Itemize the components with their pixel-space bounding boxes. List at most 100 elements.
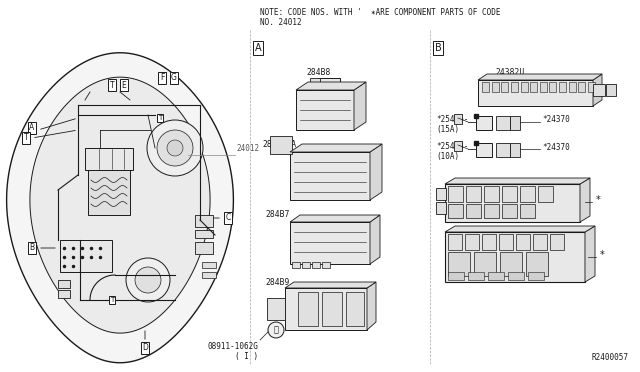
Bar xyxy=(285,288,367,330)
Bar xyxy=(496,143,510,157)
Bar xyxy=(528,272,544,280)
Circle shape xyxy=(126,258,170,302)
Bar xyxy=(533,234,547,250)
Text: A: A xyxy=(255,43,261,53)
Text: F: F xyxy=(160,74,164,83)
Bar xyxy=(484,186,499,202)
Bar xyxy=(520,204,535,218)
Bar xyxy=(606,84,616,96)
Bar xyxy=(346,292,364,326)
Bar xyxy=(202,272,216,278)
Bar xyxy=(445,232,585,282)
Text: NO. 24012: NO. 24012 xyxy=(260,18,301,27)
Text: B: B xyxy=(29,244,35,253)
Bar xyxy=(448,186,463,202)
Circle shape xyxy=(167,140,183,156)
Text: *25464-
(10A): *25464- (10A) xyxy=(436,142,468,161)
Polygon shape xyxy=(367,282,376,330)
Bar xyxy=(474,252,496,276)
Text: 284B9: 284B9 xyxy=(265,278,289,287)
Bar xyxy=(476,143,492,157)
Bar xyxy=(195,215,213,227)
Polygon shape xyxy=(290,144,382,152)
Polygon shape xyxy=(593,74,602,106)
Polygon shape xyxy=(585,226,595,282)
Bar xyxy=(508,272,524,280)
Bar xyxy=(501,82,508,92)
Bar xyxy=(510,143,520,157)
Bar xyxy=(550,82,556,92)
Polygon shape xyxy=(580,178,590,222)
Bar xyxy=(448,272,464,280)
Bar xyxy=(296,90,354,130)
Bar xyxy=(202,262,216,268)
Bar xyxy=(502,186,517,202)
Circle shape xyxy=(157,130,193,166)
Bar xyxy=(550,234,564,250)
Bar xyxy=(492,82,499,92)
Bar xyxy=(569,82,576,92)
Bar xyxy=(85,148,133,170)
Text: *: * xyxy=(600,250,605,260)
Bar xyxy=(318,78,340,96)
Text: 24012: 24012 xyxy=(236,144,259,153)
Bar xyxy=(559,82,566,92)
Circle shape xyxy=(268,322,284,338)
Bar xyxy=(500,252,522,276)
Polygon shape xyxy=(370,215,380,264)
Bar xyxy=(267,298,285,320)
Bar xyxy=(530,82,537,92)
Bar xyxy=(312,262,320,268)
Text: Ⓝ: Ⓝ xyxy=(273,326,278,334)
Bar xyxy=(526,252,548,276)
Polygon shape xyxy=(30,77,210,333)
Bar xyxy=(588,82,595,92)
Bar xyxy=(436,202,446,214)
Bar xyxy=(298,292,318,326)
Bar xyxy=(465,234,479,250)
Polygon shape xyxy=(285,282,376,288)
Bar xyxy=(466,186,481,202)
Text: T: T xyxy=(110,297,114,303)
Bar xyxy=(482,82,489,92)
Bar xyxy=(445,184,580,222)
Bar xyxy=(516,234,530,250)
Bar xyxy=(511,82,518,92)
Text: 284B7: 284B7 xyxy=(265,210,289,219)
Text: A: A xyxy=(29,124,35,132)
Bar xyxy=(499,234,513,250)
Text: R2400057: R2400057 xyxy=(591,353,628,362)
Bar xyxy=(322,262,330,268)
Bar xyxy=(270,136,292,154)
Text: 284B8: 284B8 xyxy=(306,68,330,77)
Bar xyxy=(538,186,553,202)
Polygon shape xyxy=(290,215,380,222)
Bar xyxy=(310,78,320,90)
Bar xyxy=(478,80,593,106)
Bar xyxy=(448,204,463,218)
Bar xyxy=(510,116,520,130)
Polygon shape xyxy=(296,82,366,90)
Bar xyxy=(292,262,300,268)
Bar xyxy=(58,280,70,288)
Polygon shape xyxy=(370,144,382,200)
Bar xyxy=(60,240,112,272)
Text: T: T xyxy=(158,115,162,121)
Bar xyxy=(290,152,370,200)
Bar xyxy=(520,186,535,202)
Bar xyxy=(448,252,470,276)
Text: T: T xyxy=(24,134,28,142)
Text: 08911-1062G
( I ): 08911-1062G ( I ) xyxy=(207,342,258,362)
Text: B: B xyxy=(435,43,442,53)
Text: C: C xyxy=(225,214,230,222)
Text: E: E xyxy=(122,80,126,90)
Text: T: T xyxy=(109,80,115,90)
Bar xyxy=(496,116,510,130)
Bar xyxy=(88,170,130,215)
Text: *24370: *24370 xyxy=(542,142,570,151)
Text: *24370: *24370 xyxy=(542,115,570,125)
Bar xyxy=(448,234,462,250)
Bar xyxy=(436,188,446,200)
Text: G: G xyxy=(171,74,177,83)
Text: D: D xyxy=(142,343,148,353)
